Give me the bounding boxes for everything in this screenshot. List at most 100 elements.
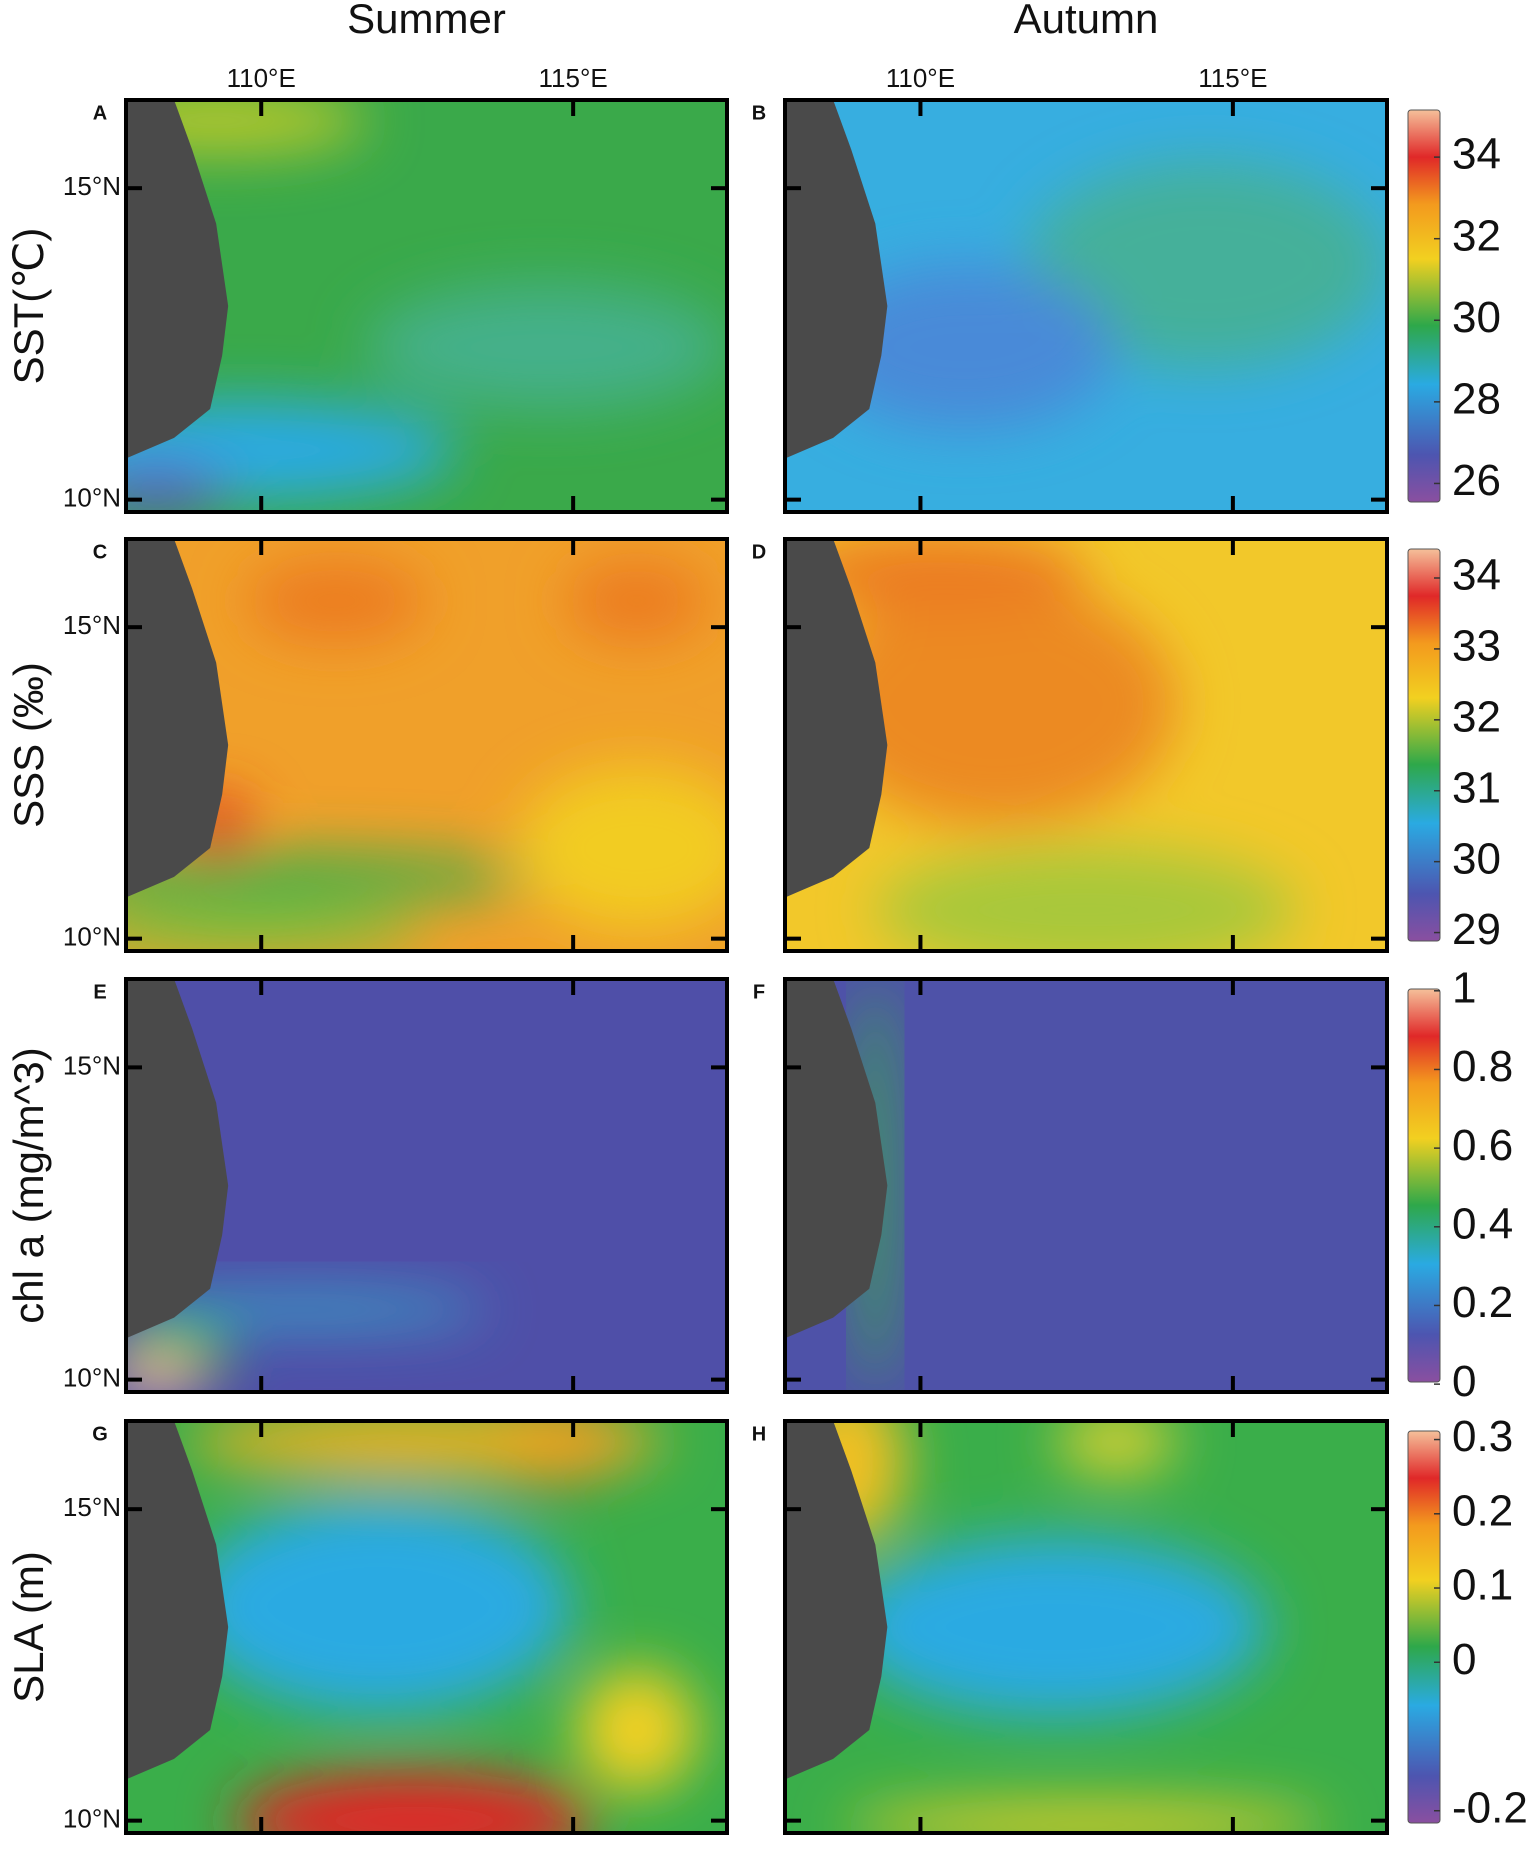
field-features — [186, 1421, 697, 1833]
field-feature — [126, 466, 229, 512]
land — [785, 1421, 888, 1780]
lat-label: 15°N — [63, 610, 121, 640]
panel-frame — [124, 98, 729, 514]
colorbar-tick-label: 0.3 — [1452, 1412, 1513, 1461]
colorbar-tick-label: 0.6 — [1452, 1121, 1513, 1170]
field-feature — [845, 1536, 1267, 1718]
map-panel — [126, 539, 727, 951]
colorbar-tick-label: 30 — [1452, 293, 1501, 342]
colorbar-tick-label: 29 — [1452, 905, 1501, 954]
colorbar-tick-label: 26 — [1452, 456, 1501, 505]
field-feature — [564, 559, 709, 642]
map-panel — [785, 1421, 1387, 1833]
map-panel — [785, 539, 1387, 951]
colorbar — [1407, 988, 1441, 1383]
land — [126, 100, 229, 459]
row-label: SSS (‰) — [5, 662, 52, 828]
panel-letter: B — [752, 102, 766, 124]
lat-label: 15°N — [63, 1492, 121, 1522]
lat-label: 15°N — [63, 171, 121, 201]
field-feature — [815, 264, 1117, 430]
field-feature — [845, 1804, 1327, 1833]
field-features — [785, 539, 1297, 951]
colorbar-tick-label: 31 — [1452, 763, 1501, 812]
lon-label: 110°E — [227, 63, 296, 93]
land — [126, 1421, 229, 1780]
field-features — [126, 559, 727, 951]
panel-letter: G — [92, 1423, 108, 1445]
panel-letter: F — [753, 981, 765, 1003]
field-feature — [1055, 1421, 1177, 1475]
land — [785, 979, 888, 1339]
field-features — [126, 100, 727, 512]
colorbar-tick-label: 0.8 — [1452, 1042, 1513, 1091]
column-title: Summer — [347, 0, 506, 42]
field-feature — [126, 905, 427, 951]
colorbar-tick-label: 0.2 — [1452, 1486, 1513, 1535]
colorbar-tick-label: 32 — [1452, 692, 1501, 741]
field-feature — [186, 1421, 667, 1475]
lon-label: 115°E — [1198, 63, 1267, 93]
colorbar — [1407, 548, 1441, 942]
map-panel — [126, 1421, 727, 1833]
column-title: Autumn — [1014, 0, 1159, 42]
map-panel — [785, 979, 1387, 1392]
lon-label: 110°E — [886, 63, 955, 93]
panel-letter: D — [752, 541, 766, 563]
panel-letter: E — [93, 981, 106, 1003]
panel-frame — [783, 977, 1389, 1394]
field-features — [126, 1292, 487, 1392]
lat-label: 10°N — [63, 483, 121, 513]
field-feature — [815, 580, 1177, 828]
land — [785, 100, 888, 459]
panel-frame — [783, 537, 1389, 953]
panel-frame — [783, 1419, 1389, 1835]
colorbar — [1407, 1430, 1441, 1824]
panel-letter: C — [93, 541, 107, 563]
colorbar — [1407, 109, 1441, 503]
lat-label: 10°N — [63, 1804, 121, 1834]
field-feature — [126, 1292, 487, 1326]
field-feature — [126, 100, 367, 154]
lat-label: 15°N — [63, 1050, 121, 1080]
row-label: chl a (mg/m^3) — [5, 1047, 52, 1323]
lat-label: 10°N — [63, 1362, 121, 1392]
map-panel — [126, 979, 727, 1392]
field-feature — [1025, 161, 1387, 368]
row-label: SLA (m) — [5, 1551, 52, 1703]
colorbar-tick-label: 0.4 — [1452, 1199, 1513, 1248]
land — [126, 979, 229, 1339]
field-feature — [516, 765, 727, 931]
panel-frame — [124, 1419, 729, 1835]
colorbar-tick-label: 33 — [1452, 622, 1501, 671]
colorbar-tick-label: 30 — [1452, 834, 1501, 883]
panel-frame — [124, 977, 729, 1394]
field-feature — [785, 539, 1086, 614]
row-label: SST(℃) — [5, 228, 52, 385]
field-feature — [246, 559, 427, 642]
field-feature — [126, 1354, 205, 1392]
panel-letter: H — [752, 1423, 766, 1445]
colorbar-tick-label: -0.2 — [1452, 1783, 1528, 1832]
panel-frame — [124, 537, 729, 953]
colorbar-tick-label: 0.1 — [1452, 1561, 1513, 1610]
field-features — [815, 161, 1387, 430]
colorbar-tick-label: 34 — [1452, 551, 1501, 600]
map-panel — [126, 100, 727, 512]
lat-label: 10°N — [63, 922, 121, 952]
panel-frame — [783, 98, 1389, 514]
colorbar-tick-label: 34 — [1452, 130, 1501, 179]
colorbar-tick-label: 0 — [1452, 1357, 1476, 1406]
field-feature — [126, 852, 547, 902]
lon-label: 115°E — [539, 63, 608, 93]
colorbar-tick-label: 28 — [1452, 374, 1501, 423]
field-feature — [875, 848, 1297, 951]
colorbar-tick-label: 32 — [1452, 211, 1501, 260]
colorbar-tick-label: 0.2 — [1452, 1278, 1513, 1327]
colorbar-tick-label: 1 — [1452, 963, 1476, 1012]
field-feature — [186, 1499, 571, 1714]
field-feature — [576, 1668, 697, 1792]
